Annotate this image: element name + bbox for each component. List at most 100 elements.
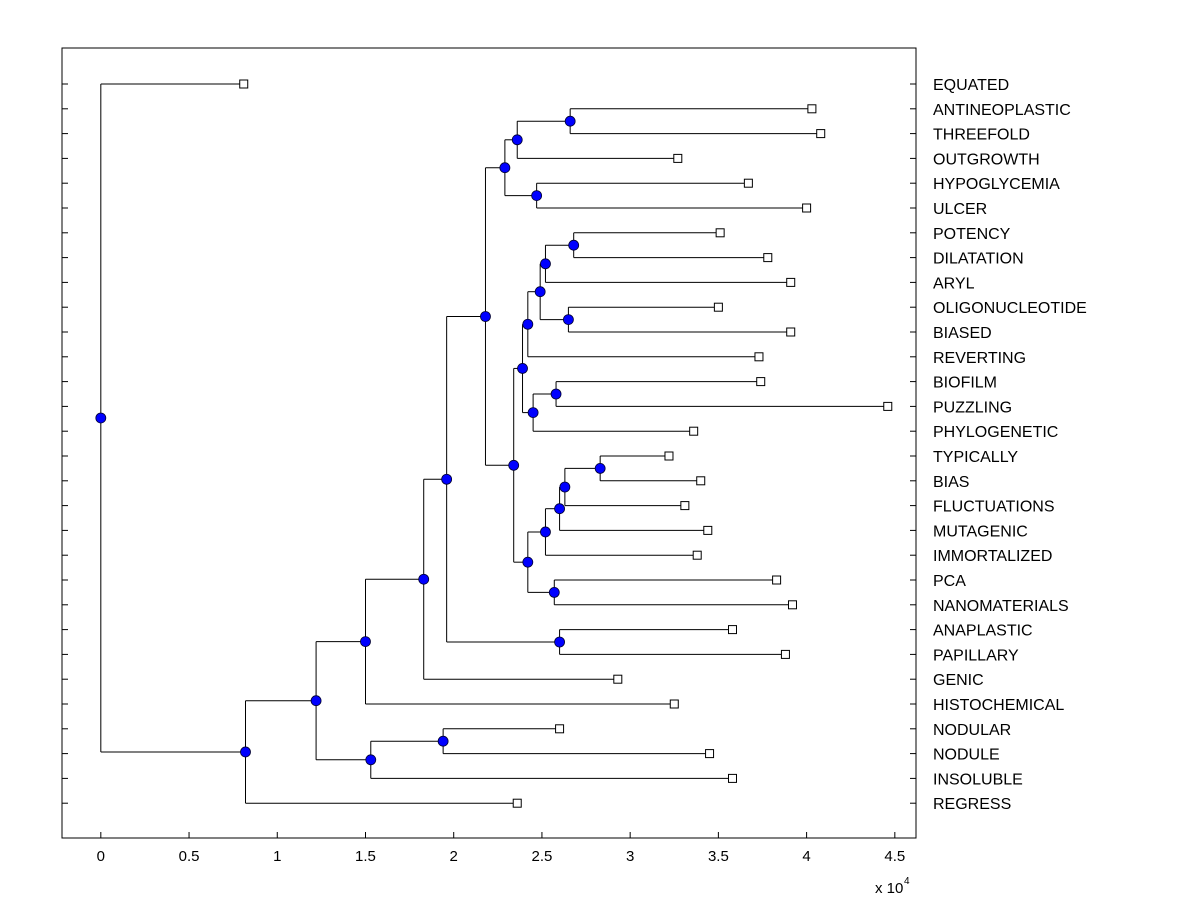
leaf-label: NANOMATERIALS: [933, 598, 1069, 615]
leaf-marker: [692, 550, 702, 560]
x-axis-tick-label: 0: [97, 848, 105, 865]
leaf-marker: [239, 79, 249, 89]
cluster-node-marker: [563, 314, 574, 326]
x-axis-tick-group: 0 0.5 1 1.5 2 2.5 3 3.5 4 4.5: [97, 832, 905, 865]
leaf-label: POTENCY: [933, 226, 1011, 243]
cluster-node-marker: [522, 318, 534, 330]
leaf-marker: [680, 501, 690, 511]
leaf-label: ANAPLASTIC: [933, 623, 1033, 640]
leaf-marker: [807, 104, 817, 114]
cluster-node-marker: [568, 239, 580, 251]
x-axis-tick-label: 1: [273, 848, 281, 865]
cluster-node-marker: [310, 695, 322, 707]
cluster-node-marker: [365, 754, 377, 766]
x-axis-tick-label: 2.5: [532, 848, 553, 865]
leaf-marker: [613, 674, 623, 684]
leaf-label: REGRESS: [933, 796, 1011, 813]
x-axis-multiplier-exponent: 4: [904, 876, 910, 887]
cluster-node-marker: [594, 462, 606, 474]
cluster-node-marker: [540, 258, 551, 270]
leaf-label: BIASED: [933, 325, 992, 342]
leaf-label: REVERTING: [933, 350, 1026, 367]
cluster-node-marker: [437, 735, 449, 747]
x-axis-tick-label: 1.5: [355, 848, 376, 865]
cluster-node-marker: [550, 388, 562, 400]
leaf-marker: [512, 798, 522, 808]
leaf-marker: [705, 749, 715, 759]
leaf-marker: [754, 352, 764, 362]
leaf-label: EQUATED: [933, 77, 1009, 94]
leaf-marker: [786, 277, 796, 287]
leaf-label: MUTAGENIC: [933, 523, 1028, 540]
leaf-marker: [787, 600, 797, 610]
leaf-label: TYPICALLY: [933, 449, 1018, 466]
leaf-marker: [727, 625, 737, 635]
x-axis-tick-label: 3.5: [708, 848, 729, 865]
leaf-marker: [883, 401, 893, 411]
leaf-marker: [772, 575, 782, 585]
cluster-node-marker: [522, 556, 534, 568]
plot-area-frame: [61, 47, 917, 839]
leaf-label: PCA: [933, 573, 966, 590]
leaf-marker: [689, 426, 699, 436]
cluster-node-marker: [527, 407, 539, 419]
cluster-node-marker: [95, 412, 107, 424]
left-tick-group: [62, 83, 68, 804]
leaf-marker: [703, 525, 713, 535]
leaf-label: NODULAR: [933, 722, 1011, 739]
x-axis-multiplier: x 10: [875, 880, 903, 897]
leaf-label: OLIGONUCLEOTIDE: [933, 300, 1087, 317]
leaf-label: FLUCTUATIONS: [933, 499, 1054, 516]
cluster-node-marker: [360, 636, 371, 648]
cluster-node-marker: [564, 115, 576, 127]
cluster-node-marker: [548, 587, 560, 598]
leaf-label-group: EQUATED ANTINEOPLASTIC THREEFOLD OUTGROWTH H…: [933, 77, 1087, 813]
right-tick-group: [910, 83, 916, 804]
leaf-label: ULCER: [933, 201, 987, 218]
cluster-node-marker: [240, 746, 251, 758]
cluster-node-marker: [441, 473, 453, 485]
leaf-marker: [664, 451, 674, 461]
leaf-marker: [669, 699, 679, 709]
dendrogram-tree: [100, 83, 888, 804]
leaf-label: OUTGROWTH: [933, 151, 1040, 168]
leaf-marker: [696, 476, 706, 486]
leaf-label: GENIC: [933, 672, 984, 689]
leaf-label: IMMORTALIZED: [933, 548, 1052, 565]
leaf-marker: [727, 773, 737, 783]
leaf-label: INSOLUBLE: [933, 771, 1023, 788]
x-axis-tick-label: 4.5: [884, 848, 905, 865]
leaf-marker: [715, 228, 725, 238]
leaf-label: THREEFOLD: [933, 127, 1030, 144]
leaf-label: BIOFILM: [933, 375, 997, 392]
leaf-marker: [786, 327, 796, 337]
leaf-label: HISTOCHEMICAL: [933, 697, 1064, 714]
leaf-label: BIAS: [933, 474, 969, 491]
leaf-label: NODULE: [933, 747, 1000, 764]
cluster-node-marker: [559, 481, 571, 493]
cluster-node-marker: [499, 162, 511, 174]
leaf-marker: [673, 153, 683, 163]
x-axis-tick-label: 0.5: [179, 848, 200, 865]
cluster-node-marker: [531, 190, 543, 202]
x-axis-tick-label: 4: [802, 848, 810, 865]
leaf-label: PHYLOGENETIC: [933, 424, 1058, 441]
leaf-marker: [743, 178, 753, 188]
leaf-marker: [780, 649, 790, 659]
cluster-node-marker: [554, 503, 565, 515]
cluster-node-marker: [511, 134, 523, 146]
leaf-marker: [713, 302, 723, 312]
leaf-label: PUZZLING: [933, 399, 1012, 416]
cluster-node-marker: [480, 311, 491, 322]
node-marker-group: [95, 115, 606, 766]
leaf-label: HYPOGLYCEMIA: [933, 176, 1060, 193]
leaf-marker: [816, 129, 826, 139]
leaf-marker: [555, 724, 565, 734]
x-axis-tick-label: 2: [450, 848, 458, 865]
leaf-marker-group: [239, 79, 893, 808]
cluster-node-marker: [534, 286, 546, 298]
cluster-node-marker: [517, 363, 528, 374]
cluster-node-marker: [540, 526, 551, 538]
leaf-label: PAPILLARY: [933, 647, 1019, 664]
